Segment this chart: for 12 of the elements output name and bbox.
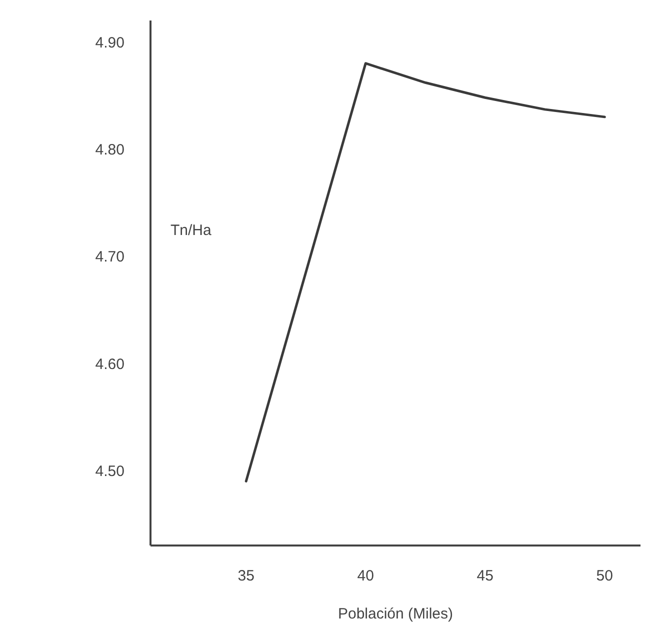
x-tick-label: 35 [238, 568, 254, 584]
x-tick-label: 40 [357, 568, 374, 584]
y-tick-label: 4.80 [95, 142, 125, 159]
x-tick-label: 50 [596, 568, 613, 584]
x-tick-label: 45 [476, 568, 494, 584]
y-tick-label: 4.70 [95, 248, 125, 266]
y-tick-label: 4.60 [95, 356, 125, 373]
y-tick-label: 4.50 [95, 463, 125, 480]
x-axis-title: Población (Miles) [338, 606, 454, 622]
y-axis-title: Tn/Ha [170, 222, 212, 239]
line-series [244, 62, 606, 482]
y-tick-label: 4.90 [95, 34, 125, 52]
